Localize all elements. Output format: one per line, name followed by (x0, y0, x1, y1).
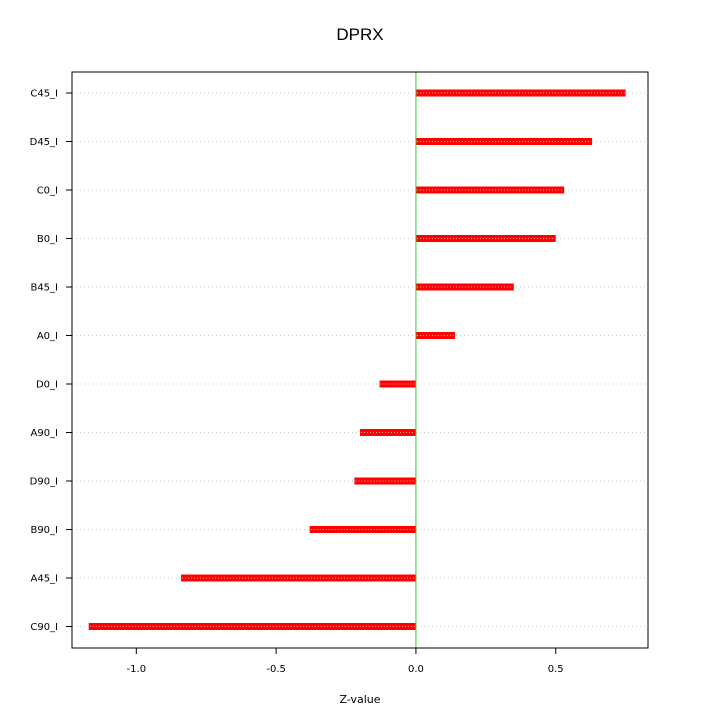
x-tick-label: 0.5 (548, 664, 564, 675)
x-tick-label: -1.0 (127, 664, 147, 675)
bar-B90_I (309, 526, 416, 533)
y-tick-label: D0_I (36, 380, 58, 391)
chart-title: DPRX (336, 25, 383, 44)
y-tick-label: A45_I (30, 574, 58, 585)
y-tick-label: B45_I (30, 283, 58, 294)
y-tick-label: C45_I (30, 89, 58, 100)
y-tick-label: D45_I (30, 137, 58, 148)
plot-frame (71, 71, 649, 649)
x-tick-label: 0.0 (408, 664, 424, 675)
y-tick-label: D90_I (30, 477, 58, 488)
y-axis: C45_I D45_I C0_I B0_I B45_I A0_I D0_I A90_I D90_… (30, 89, 72, 633)
y-tick-label: A0_I (37, 331, 58, 342)
bar-layer (88, 89, 626, 630)
y-tick-label: B90_I (30, 525, 58, 536)
bar-C45_I (415, 89, 626, 97)
bar-D0_I (379, 380, 416, 388)
x-axis-label: Z-value (339, 693, 380, 706)
y-tick-label: C0_I (37, 186, 58, 197)
y-tick-label: B0_I (37, 234, 58, 245)
y-tick-label: C90_I (30, 622, 58, 633)
bar-D90_I (354, 477, 416, 485)
bar-B45_I (415, 283, 514, 291)
x-tick-label: -0.5 (266, 664, 286, 675)
x-axis: -1.0 -0.5 0.0 0.5 (127, 648, 564, 675)
bar-C0_I (415, 186, 565, 194)
y-tick-label: A90_I (30, 428, 58, 439)
bar-A45_I (181, 574, 416, 582)
bar-A90_I (360, 429, 416, 436)
bar-B0_I (415, 235, 556, 242)
